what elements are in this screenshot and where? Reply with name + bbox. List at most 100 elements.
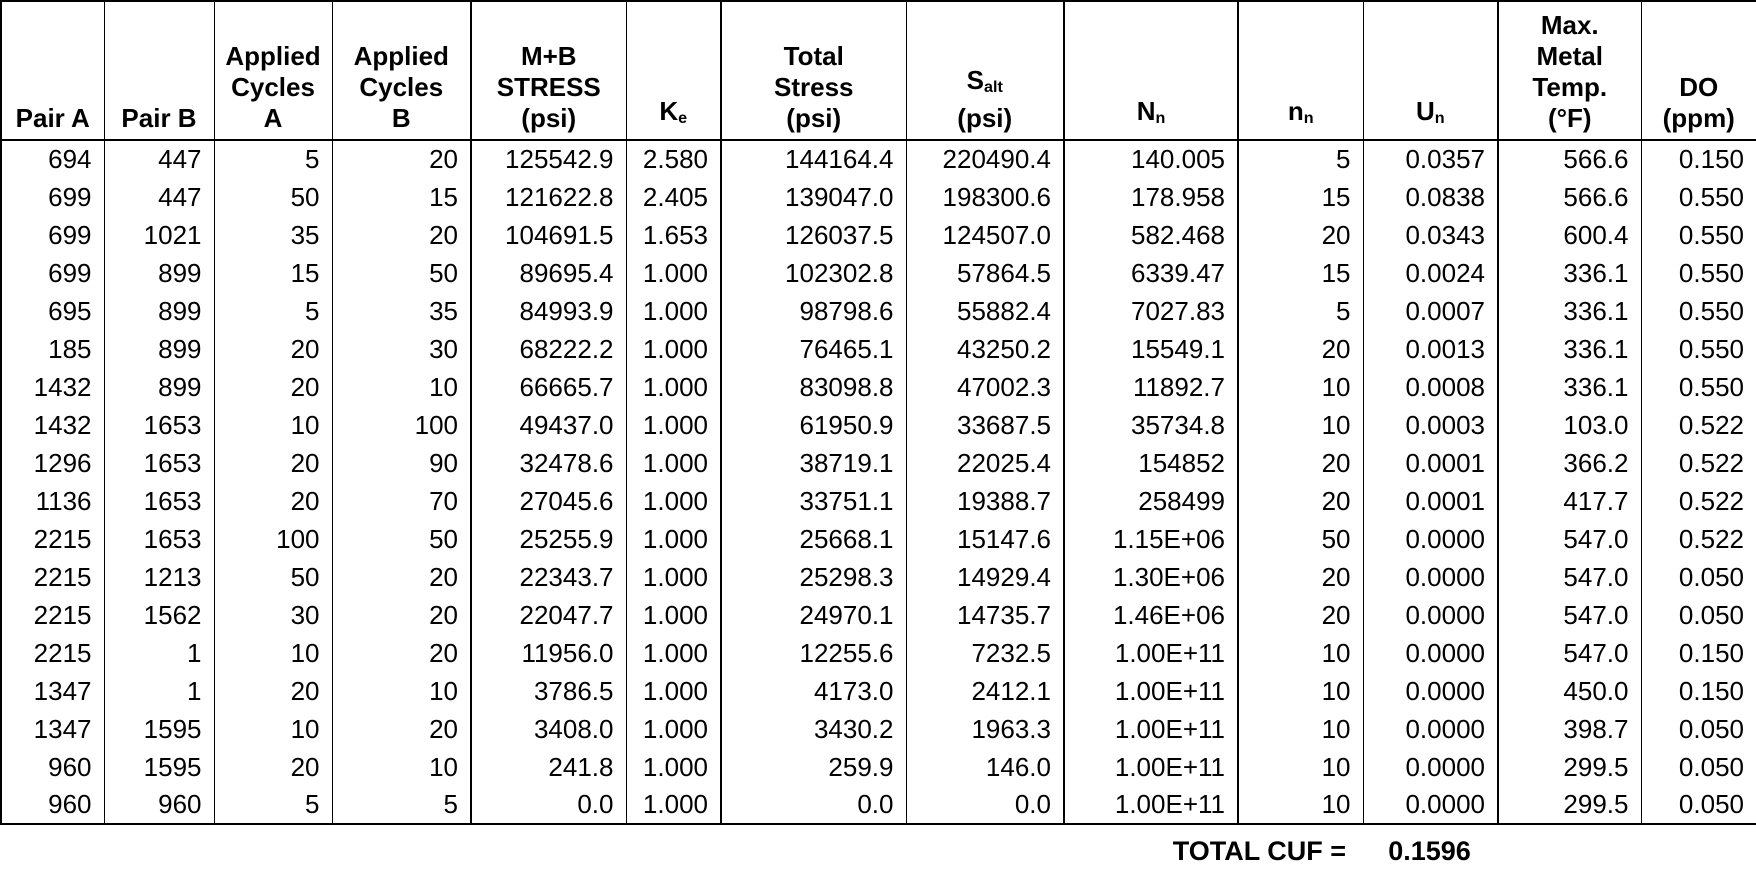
cell-ke: 1.000	[626, 254, 722, 292]
cell-n_allowable: 258499	[1064, 482, 1239, 520]
cell-pair_a: 1347	[1, 672, 105, 710]
table-row: 1296 1653 20 90 32478.6 1.000 38719.1 22025.4 15…	[1, 444, 1756, 482]
cell-applied_cycles_b: 100	[332, 406, 472, 444]
cell-total_stress: 83098.8	[721, 368, 907, 406]
cell-pair_a: 695	[1, 292, 105, 330]
cell-applied_cycles_b: 10	[332, 672, 472, 710]
cell-do_ppm: 0.522	[1678, 409, 1744, 440]
cell-max_metal_temp: 336.1	[1498, 292, 1642, 330]
cell-max_metal_temp: 299.5	[1498, 786, 1642, 824]
cell-applied_cycles_a: 100	[214, 520, 333, 558]
cell-s_alt: 33687.5	[906, 406, 1065, 444]
cell-total_stress: 33751.1	[721, 482, 907, 520]
cell-u_n: 0.0000	[1363, 672, 1499, 710]
cell-max_metal_temp: 547.0	[1498, 558, 1642, 596]
cell-do_ppm: 0.050	[1678, 561, 1744, 592]
cell-applied_cycles_a: 30	[214, 596, 333, 634]
cell-applied_cycles_a: 20	[214, 482, 333, 520]
cell-total_stress: 259.9	[721, 748, 907, 786]
cell-n_applied: 20	[1238, 558, 1364, 596]
cell-pair_b: 1653	[104, 482, 215, 520]
cell-pair_b: 1562	[104, 596, 215, 634]
cell-applied_cycles_a: 5	[214, 292, 333, 330]
subscript: e	[678, 109, 688, 127]
cell-n_allowable: 1.00E+11	[1064, 786, 1239, 824]
cell-s_alt: 55882.4	[906, 292, 1065, 330]
cell-s_alt: 2412.1	[906, 672, 1065, 710]
cell-n_applied: 20	[1238, 444, 1364, 482]
cell-pair_a: 1136	[1, 482, 105, 520]
cell-u_n: 0.0000	[1363, 634, 1499, 672]
cell-u_n: 0.0008	[1363, 368, 1499, 406]
cell-do_ppm: 0.550	[1678, 295, 1744, 326]
cell-n_allowable: 1.00E+11	[1064, 748, 1239, 786]
cell-do_ppm: 0.550	[1678, 333, 1744, 364]
cell-s_alt: 124507.0	[906, 216, 1065, 254]
cell-pair_a: 2215	[1, 596, 105, 634]
cell-total_stress: 126037.5	[721, 216, 907, 254]
table-row: 2215 1 10 20 11956.0 1.000 12255.6 7232.5 1.00E+…	[1, 634, 1756, 672]
cell-s_alt: 47002.3	[906, 368, 1065, 406]
cell-applied_cycles_a: 5	[214, 140, 333, 178]
cell-pair_a: 1296	[1, 444, 105, 482]
cell-pair_b: 1	[104, 634, 215, 672]
cell-u_n: 0.0357	[1363, 140, 1499, 178]
cell-ke: 1.000	[626, 444, 722, 482]
cell-n_allowable: 1.46E+06	[1064, 596, 1239, 634]
cell-applied_cycles_b: 20	[332, 634, 472, 672]
cell-u_n: 0.0000	[1363, 558, 1499, 596]
cell-applied_cycles_b: 20	[332, 710, 472, 748]
cell-n_applied: 10	[1238, 634, 1364, 672]
cell-pair_a: 699	[1, 254, 105, 292]
cell-applied_cycles_a: 50	[214, 558, 333, 596]
cell-pair_b: 1	[104, 672, 215, 710]
cell-mb_stress: 121622.8	[471, 178, 627, 216]
cell-pair_b: 1653	[104, 520, 215, 558]
cell-mb_stress: 125542.9	[471, 140, 627, 178]
fatigue-usage-table: Pair A Pair B Applied Cycles A Applied Cycles B…	[0, 0, 1756, 825]
table-row: 960 960 5 5 0.0 1.000 0.0 0.0 1.00E+11 10 0.0000 29…	[1, 786, 1756, 824]
cell-do_ppm: 0.522	[1678, 523, 1744, 554]
cell-pair_b: 899	[104, 254, 215, 292]
cell-n_allowable: 35734.8	[1064, 406, 1239, 444]
cell-max_metal_temp: 566.6	[1498, 178, 1642, 216]
cell-mb_stress: 25255.9	[471, 520, 627, 558]
cell-mb_stress: 0.0	[471, 786, 627, 824]
cell-do_ppm: 0.522	[1678, 447, 1744, 478]
cell-ke: 1.000	[626, 520, 722, 558]
cell-pair_a: 694	[1, 140, 105, 178]
cell-n_allowable: 1.00E+11	[1064, 672, 1239, 710]
cell-n_allowable: 1.00E+11	[1064, 634, 1239, 672]
cell-n_allowable: 154852	[1064, 444, 1239, 482]
cell-mb_stress: 32478.6	[471, 444, 627, 482]
table-row: 1347 1 20 10 3786.5 1.000 4173.0 2412.1 1.00E+11…	[1, 672, 1756, 710]
cell-mb_stress: 27045.6	[471, 482, 627, 520]
table-row: 1347 1595 10 20 3408.0 1.000 3430.2 1963.3 1.00E…	[1, 710, 1756, 748]
cell-u_n: 0.0000	[1363, 748, 1499, 786]
cell-mb_stress: 22047.7	[471, 596, 627, 634]
cell-pair_b: 1595	[104, 748, 215, 786]
cell-s_alt: 22025.4	[906, 444, 1065, 482]
cell-ke: 1.000	[626, 406, 722, 444]
cell-pair_b: 1213	[104, 558, 215, 596]
table-row: 960 1595 20 10 241.8 1.000 259.9 146.0 1.00E+11 1…	[1, 748, 1756, 786]
cell-do_ppm: 0.150	[1678, 675, 1744, 706]
cell-max_metal_temp: 566.6	[1498, 140, 1642, 178]
cell-max_metal_temp: 450.0	[1498, 672, 1642, 710]
cell-do_ppm: 0.522	[1678, 485, 1744, 516]
cell-n_applied: 5	[1238, 292, 1364, 330]
cell-total_stress: 61950.9	[721, 406, 907, 444]
cell-applied_cycles_a: 20	[214, 330, 333, 368]
cell-applied_cycles_b: 10	[332, 748, 472, 786]
table-row: 695 899 5 35 84993.9 1.000 98798.6 55882.4 7027.…	[1, 292, 1756, 330]
cell-mb_stress: 22343.7	[471, 558, 627, 596]
cell-total_stress: 3430.2	[721, 710, 907, 748]
cell-n_applied: 10	[1238, 406, 1364, 444]
cell-u_n: 0.0343	[1363, 216, 1499, 254]
total-cuf-label: TOTAL CUF =	[1172, 835, 1346, 866]
cell-pair_a: 2215	[1, 634, 105, 672]
cell-ke: 1.000	[626, 634, 722, 672]
cell-applied_cycles_a: 10	[214, 710, 333, 748]
cell-n_allowable: 7027.83	[1064, 292, 1239, 330]
cell-total_stress: 98798.6	[721, 292, 907, 330]
